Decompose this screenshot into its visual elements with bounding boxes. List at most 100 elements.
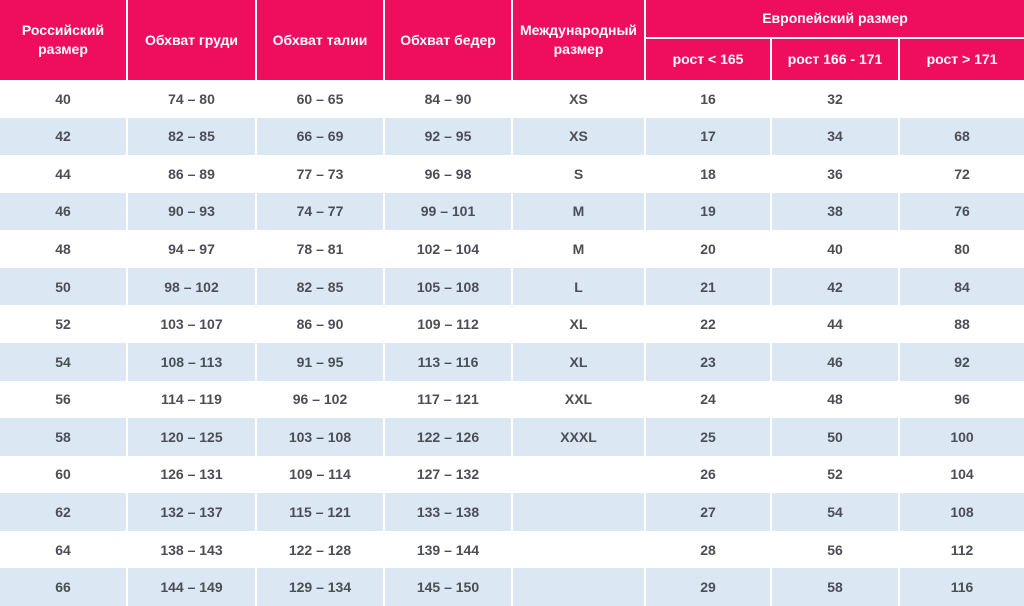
table-body: 40 74 – 80 60 – 65 84 – 90 XS 16 32 42 82 – 85 66… <box>0 80 1024 606</box>
table-cell: 116 <box>950 579 974 596</box>
table-row: 66 144 – 149 129 – 134 145 – 150 29 58 116 <box>0 568 1024 606</box>
table-cell: 28 <box>645 530 772 569</box>
table-row: 46 90 – 93 74 – 77 99 – 101 M 19 38 76 <box>0 192 1024 231</box>
column-header-chest: Обхват груди <box>127 0 257 80</box>
table-row: 56 114 – 119 96 – 102 117 – 121 XXL 24 48 96 <box>0 380 1024 419</box>
table-cell: 50 <box>0 267 128 306</box>
table-cell: 117 – 121 <box>384 380 513 419</box>
table-cell: 74 – 80 <box>127 80 257 118</box>
table-cell: M <box>512 230 646 268</box>
table-cell: 54 <box>771 493 900 531</box>
table-cell: 84 – 90 <box>384 80 513 118</box>
table-cell: 76 <box>954 203 970 220</box>
table-cell: 96 – 98 <box>384 155 513 193</box>
table-cell: 108 – 113 <box>127 342 257 381</box>
table-cell: 42 <box>0 117 128 156</box>
table-cell: 68 <box>954 128 970 145</box>
table-cell: 48 <box>0 230 128 268</box>
table-cell: 23 <box>645 342 772 381</box>
table-cell: 56 <box>771 530 900 569</box>
table-cell: 86 – 90 <box>256 305 385 343</box>
table-cell: 120 – 125 <box>127 418 257 456</box>
table-cell: 80 <box>954 241 970 258</box>
table-row: 52 103 – 107 86 – 90 109 – 112 XL 22 44 88 <box>0 305 1024 343</box>
table-cell: 139 – 144 <box>384 530 513 569</box>
table-cell: 42 <box>771 267 900 306</box>
header-row-sub: рост < 165 рост 166 - 171 рост > 171 <box>0 38 1024 80</box>
table-cell: 132 – 137 <box>127 493 257 531</box>
subcolumn-header-height-over-171: рост > 171 <box>899 38 1024 80</box>
table-cell: 100 <box>950 428 974 445</box>
table-cell: 78 – 81 <box>256 230 385 268</box>
table-cell: 113 – 116 <box>384 342 513 381</box>
table-row: 58 120 – 125 103 – 108 122 – 126 XXXL 25 50 100 <box>0 418 1024 456</box>
table-cell: 58 <box>771 568 900 606</box>
table-cell: 54 <box>0 342 128 381</box>
table-cell: 103 – 107 <box>127 305 257 343</box>
table-cell: 115 – 121 <box>256 493 385 531</box>
table-row: 50 98 – 102 82 – 85 105 – 108 L 21 42 84 <box>0 267 1024 306</box>
table-cell: 17 <box>645 117 772 156</box>
table-cell: XS <box>512 117 646 156</box>
table-cell: 18 <box>645 155 772 193</box>
table-cell <box>512 493 646 531</box>
table-cell: 46 <box>771 342 900 381</box>
column-header-european-size: Европейский размер <box>645 0 1024 39</box>
table-cell <box>512 568 646 606</box>
table-row: 64 138 – 143 122 – 128 139 – 144 28 56 112 <box>0 530 1024 569</box>
table-cell: 48 <box>771 380 900 419</box>
table-cell: 19 <box>645 192 772 231</box>
table-cell: 27 <box>645 493 772 531</box>
table-cell: 64 <box>0 530 128 569</box>
table-cell: 50 <box>771 418 900 456</box>
table-cell: XXXL <box>512 418 646 456</box>
table-cell: XL <box>512 305 646 343</box>
table-cell: 103 – 108 <box>256 418 385 456</box>
table-cell: 84 <box>954 278 970 295</box>
table-row: 42 82 – 85 66 – 69 92 – 95 XS 17 34 68 <box>0 117 1024 156</box>
column-header-russian-size: Российский размер <box>0 0 128 80</box>
table-cell: 44 <box>771 305 900 343</box>
table-cell: 36 <box>771 155 900 193</box>
table-cell: 90 – 93 <box>127 192 257 231</box>
table-cell: 72 <box>954 165 970 182</box>
table-cell: 126 – 131 <box>127 455 257 494</box>
table-row: 62 132 – 137 115 – 121 133 – 138 27 54 108 <box>0 493 1024 531</box>
table-cell: 92 – 95 <box>384 117 513 156</box>
table-cell: 66 – 69 <box>256 117 385 156</box>
table-cell: XXL <box>512 380 646 419</box>
table-cell: 96 – 102 <box>256 380 385 419</box>
table-cell: 122 – 128 <box>256 530 385 569</box>
table-cell: 92 <box>954 353 970 370</box>
table-row: 48 94 – 97 78 – 81 102 – 104 M 20 40 80 <box>0 230 1024 268</box>
table-cell: 109 – 114 <box>256 455 385 494</box>
subcolumn-header-height-166-171: рост 166 - 171 <box>771 38 900 80</box>
table-cell: XL <box>512 342 646 381</box>
table-cell: 138 – 143 <box>127 530 257 569</box>
table-cell: 102 – 104 <box>384 230 513 268</box>
table-cell: 145 – 150 <box>384 568 513 606</box>
table-cell: 127 – 132 <box>384 455 513 494</box>
table-cell: 16 <box>645 80 772 118</box>
table-cell: 94 – 97 <box>127 230 257 268</box>
table-cell: 82 – 85 <box>256 267 385 306</box>
table-cell: 88 <box>954 316 970 333</box>
table-cell: 91 – 95 <box>256 342 385 381</box>
table-cell: 60 – 65 <box>256 80 385 118</box>
table-cell: 66 <box>0 568 128 606</box>
table-cell: L <box>512 267 646 306</box>
table-cell <box>512 455 646 494</box>
table-cell: 133 – 138 <box>384 493 513 531</box>
table-cell: 24 <box>645 380 772 419</box>
table-cell: 60 <box>0 455 128 494</box>
table-cell: 29 <box>645 568 772 606</box>
table-row: 40 74 – 80 60 – 65 84 – 90 XS 16 32 <box>0 80 1024 118</box>
table-row: 60 126 – 131 109 – 114 127 – 132 26 52 104 <box>0 455 1024 494</box>
table-cell: 32 <box>771 80 900 118</box>
table-row: 54 108 – 113 91 – 95 113 – 116 XL 23 46 92 <box>0 342 1024 381</box>
table-cell: 122 – 126 <box>384 418 513 456</box>
table-cell: 77 – 73 <box>256 155 385 193</box>
column-header-hips: Обхват бедер <box>384 0 513 80</box>
table-cell: 26 <box>645 455 772 494</box>
